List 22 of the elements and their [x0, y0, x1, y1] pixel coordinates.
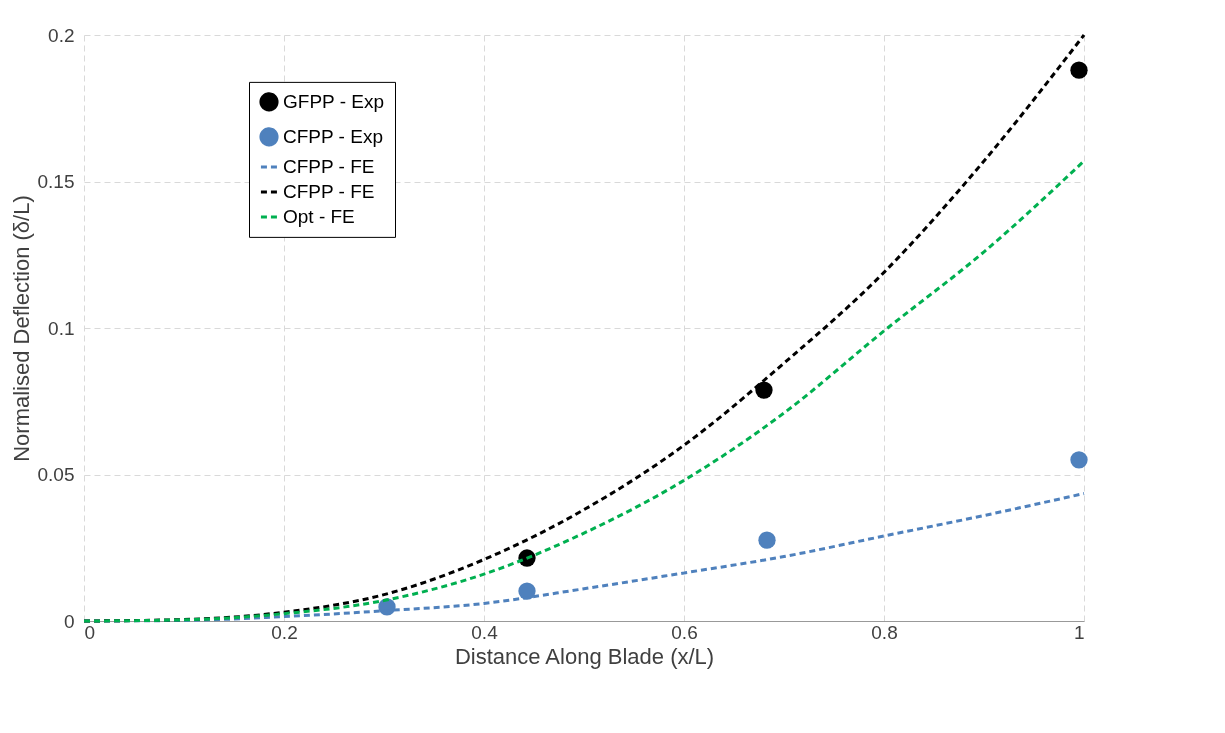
y-tick-label: 0.15 — [37, 171, 75, 192]
x-tick-label: 0.8 — [871, 621, 898, 643]
x-tick-label: 0.4 — [471, 621, 499, 643]
y-tick-label: 0.05 — [37, 464, 75, 485]
legend-label: GFPP - Exp — [283, 90, 385, 112]
x-tick-label: 1 — [1073, 621, 1085, 643]
point — [1070, 61, 1088, 79]
x-tick-label: 0.6 — [671, 621, 698, 643]
x-tick-label: 0 — [84, 621, 96, 643]
line-series — [82, 159, 1086, 623]
legend-label: CFPP - FE — [283, 180, 375, 202]
legend-label: Opt - FE — [283, 205, 355, 227]
y-tick-label: 0.1 — [48, 317, 75, 339]
y-tick-label: 0.2 — [48, 24, 75, 46]
x-tick-label: 0.2 — [271, 621, 298, 643]
point — [1070, 451, 1088, 469]
legend-label: CFPP - Exp — [283, 125, 383, 147]
x-axis-title: Distance Along Blade (x/L) — [454, 643, 715, 669]
y-axis-title: Normalised Deflection (δ/L) — [8, 195, 34, 462]
point — [755, 381, 773, 399]
point — [758, 531, 776, 549]
legend-label: CFPP - FE — [283, 155, 375, 177]
